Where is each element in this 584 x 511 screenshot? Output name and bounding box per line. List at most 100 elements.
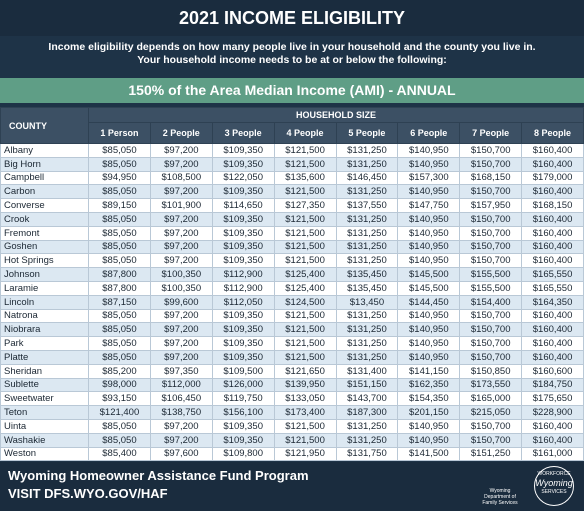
income-cell: $97,600 [149, 446, 213, 462]
income-cell: $164,350 [521, 294, 584, 310]
county-cell: Teton [0, 405, 89, 420]
income-cell: $150,700 [459, 211, 523, 227]
table-row: Lincoln $87,150 $99,600 $112,050 $124,500 $13… [0, 294, 584, 310]
income-cell: $131,250 [335, 322, 399, 338]
income-cell: $85,050 [88, 432, 151, 448]
income-cell: $139,950 [273, 377, 337, 393]
income-cell: $114,650 [211, 198, 275, 213]
income-cell: $160,600 [521, 363, 584, 379]
table-row: Hot Springs $85,050 $97,200 $109,350 $121,50… [0, 253, 584, 269]
income-cell: $121,500 [273, 253, 337, 269]
income-cell: $137,550 [335, 198, 399, 213]
table-row: Sheridan $85,200 $97,350 $109,500 $121,650 $1… [0, 363, 584, 379]
url: VISIT DFS.WYO.GOV/HAF [8, 486, 168, 501]
income-cell: $131,250 [335, 184, 399, 200]
income-cell: $100,350 [149, 267, 213, 282]
income-cell: $85,050 [88, 253, 151, 269]
income-cell: $97,200 [149, 336, 213, 351]
table-row: Big Horn $85,050 $97,200 $109,350 $121,500 $1… [0, 156, 584, 172]
income-cell: $150,700 [459, 156, 523, 172]
income-cell: $87,800 [88, 280, 151, 296]
logo-left: Wyoming Department of Family Services [482, 488, 518, 506]
income-cell: $157,950 [459, 198, 523, 213]
income-cell: $160,400 [521, 336, 584, 351]
income-cell: $140,950 [397, 308, 461, 324]
table-row: Crook $85,050 $97,200 $109,350 $121,500 $131,… [0, 211, 584, 227]
income-cell: $97,200 [149, 184, 213, 200]
county-cell: Fremont [0, 225, 89, 241]
column-header: 2 People [149, 122, 213, 144]
logo-text: Wyoming [535, 478, 573, 488]
income-cell: $160,400 [521, 156, 584, 172]
income-cell: $109,350 [211, 211, 275, 227]
income-cell: $125,400 [273, 267, 337, 282]
logo-text: SERVICES [541, 489, 567, 495]
income-cell: $121,500 [273, 322, 337, 338]
table-row: Natrona $85,050 $97,200 $109,350 $121,500 $13… [0, 308, 584, 324]
income-cell: $126,000 [211, 377, 275, 393]
income-cell: $121,500 [273, 143, 337, 158]
income-cell: $109,350 [211, 239, 275, 255]
county-cell: Natrona [0, 308, 89, 324]
income-cell: $112,900 [211, 267, 275, 282]
income-cell: $97,200 [149, 432, 213, 448]
county-cell: Albany [0, 143, 89, 158]
subtitle: Income eligibility depends on how many p… [0, 41, 584, 67]
income-cell: $156,100 [211, 405, 275, 420]
income-cell: $99,600 [149, 294, 213, 310]
income-cell: $131,250 [335, 225, 399, 241]
income-cell: $97,200 [149, 349, 213, 365]
income-cell: $150,700 [459, 253, 523, 269]
income-cell: $87,150 [88, 294, 151, 310]
income-cell: $121,950 [273, 446, 337, 462]
income-cell: $131,250 [335, 349, 399, 365]
income-cell: $109,350 [211, 322, 275, 338]
income-cell: $85,050 [88, 349, 151, 365]
income-cell: $140,950 [397, 322, 461, 338]
income-cell: $141,500 [397, 446, 461, 462]
income-cell: $131,400 [335, 363, 399, 379]
income-cell: $146,450 [335, 170, 399, 186]
table-row: Fremont $85,050 $97,200 $109,350 $121,500 $13… [0, 225, 584, 241]
column-header: 3 People [211, 122, 275, 144]
column-header: 6 People [397, 122, 461, 144]
group-header: HOUSEHOLD SIZE [88, 107, 584, 123]
income-cell: $85,050 [88, 336, 151, 351]
banner: 150% of the Area Median Income (AMI) - A… [0, 78, 584, 103]
income-cell: $109,350 [211, 253, 275, 269]
table-row: Teton $121,400 $138,750 $156,100 $173,400 $18… [0, 405, 584, 420]
income-cell: $121,400 [88, 405, 151, 420]
income-cell: $131,250 [335, 211, 399, 227]
income-cell: $160,400 [521, 253, 584, 269]
income-cell: $151,250 [459, 446, 523, 462]
income-cell: $138,750 [149, 405, 213, 420]
table-row: Uinta $85,050 $97,200 $109,350 $121,500 $131,… [0, 418, 584, 434]
income-cell: $109,350 [211, 336, 275, 351]
income-cell: $165,550 [521, 280, 584, 296]
income-cell: $175,650 [521, 391, 584, 407]
income-cell: $143,700 [335, 391, 399, 407]
table-row: Goshen $85,050 $97,200 $109,350 $121,500 $131… [0, 239, 584, 255]
title: 2021 INCOME ELIGIBILITY [0, 0, 584, 36]
income-cell: $87,800 [88, 267, 151, 282]
table-row: Albany $85,050 $97,200 $109,350 $121,500 $131… [0, 143, 584, 158]
income-cell: $160,400 [521, 418, 584, 434]
income-cell: $133,050 [273, 391, 337, 407]
income-cell: $94,950 [88, 170, 151, 186]
county-cell: Lincoln [0, 294, 89, 310]
income-cell: $85,050 [88, 184, 151, 200]
table-row: Campbell $94,950 $108,500 $122,050 $135,600 $… [0, 170, 584, 186]
income-cell: $97,350 [149, 363, 213, 379]
income-cell: $109,350 [211, 432, 275, 448]
income-cell: $106,450 [149, 391, 213, 407]
income-cell: $131,250 [335, 156, 399, 172]
income-cell: $140,950 [397, 336, 461, 351]
income-cell: $97,200 [149, 211, 213, 227]
income-cell: $97,200 [149, 253, 213, 269]
income-cell: $97,200 [149, 143, 213, 158]
income-cell: $135,600 [273, 170, 337, 186]
income-cell: $160,400 [521, 211, 584, 227]
income-cell: $154,350 [397, 391, 461, 407]
income-cell: $131,250 [335, 239, 399, 255]
